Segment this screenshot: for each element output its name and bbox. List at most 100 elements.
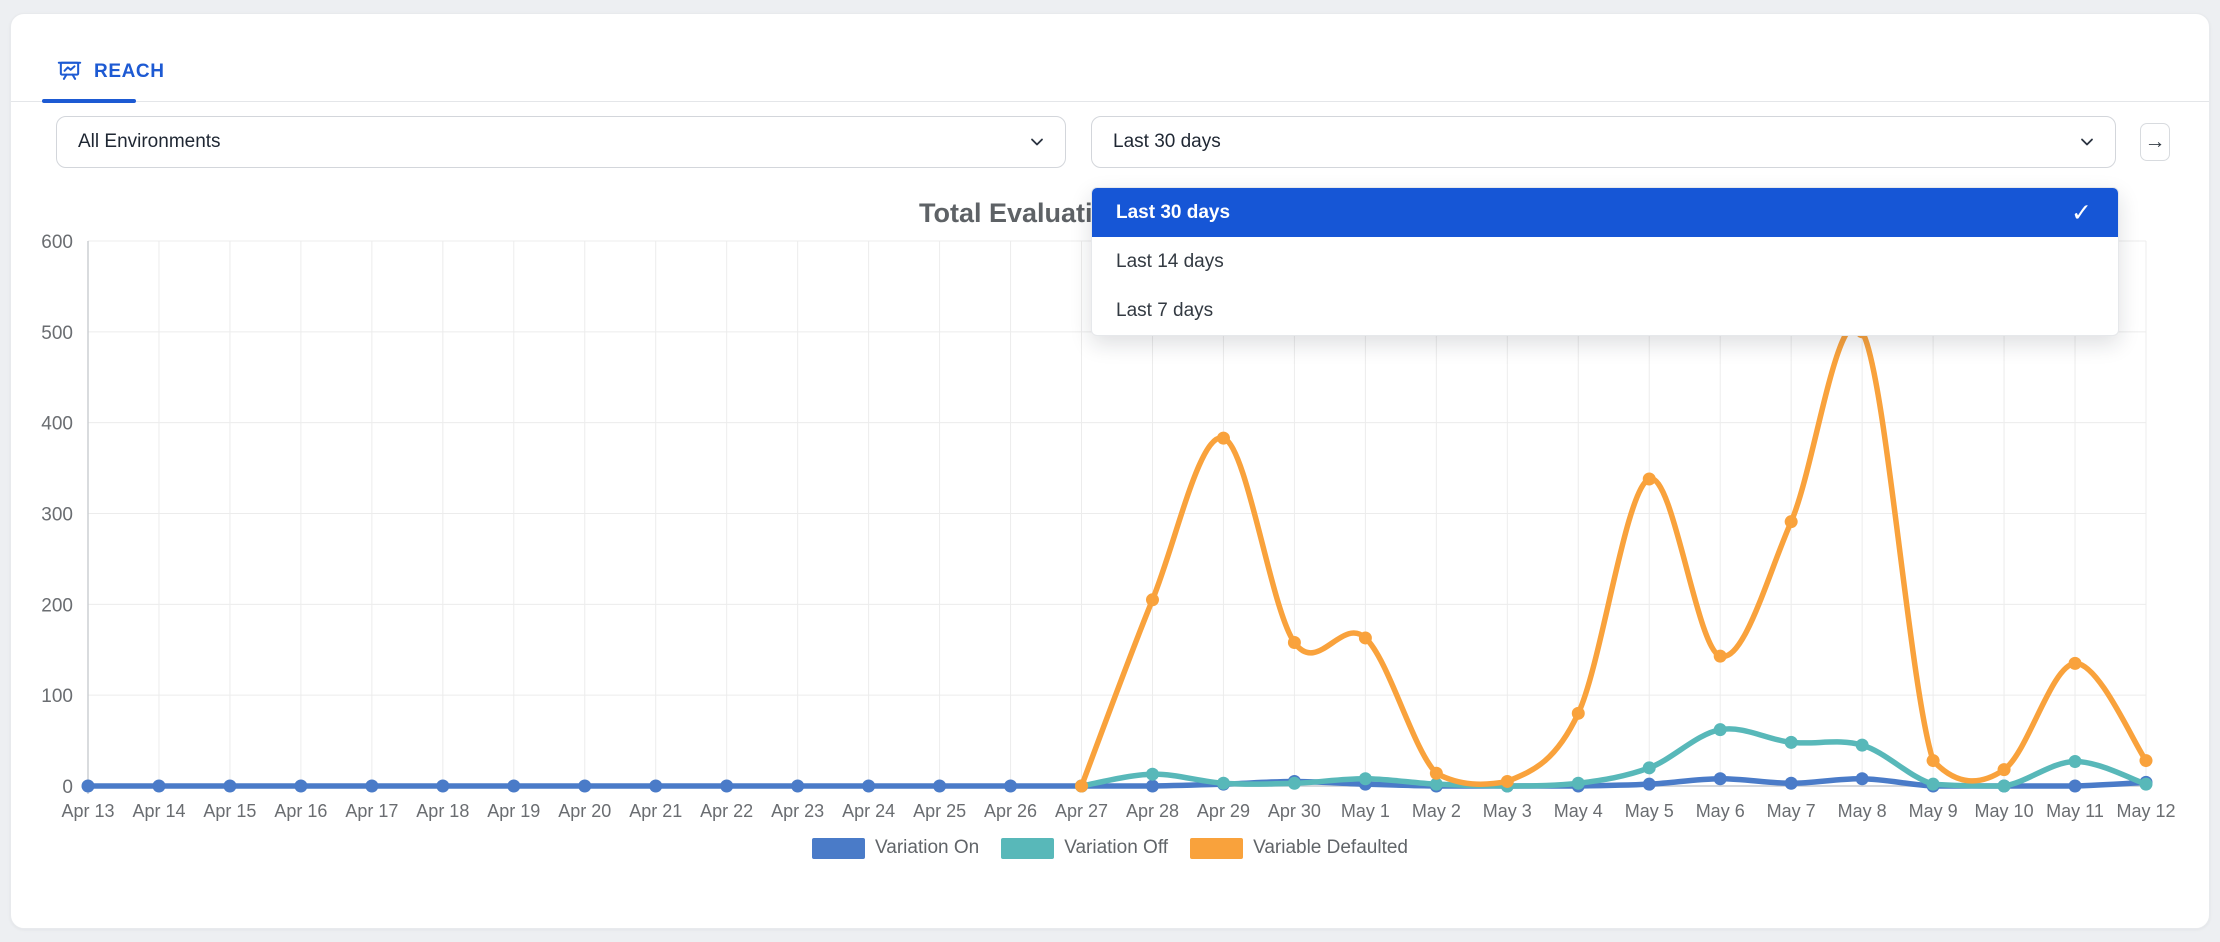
data-point-variation-off [1429, 777, 1443, 791]
svg-text:Apr 30: Apr 30 [1268, 801, 1321, 821]
data-point-variable-defaulted [1642, 472, 1656, 486]
svg-text:400: 400 [41, 414, 73, 435]
legend-swatch [1001, 837, 1055, 859]
svg-text:500: 500 [41, 323, 73, 344]
menu-option-label: Last 14 days [1116, 250, 1224, 272]
svg-text:Apr 24: Apr 24 [842, 801, 895, 821]
data-point-variable-defaulted [1784, 515, 1798, 529]
data-point-variation-off [1145, 767, 1159, 781]
series-variation-on [81, 772, 2153, 793]
legend-swatch [1190, 837, 1244, 859]
data-point-variable-defaulted [1997, 763, 2011, 777]
svg-text:Apr 28: Apr 28 [1126, 801, 1179, 821]
menu-option-label: Last 30 days [1116, 201, 1231, 223]
legend-item-variation-on[interactable]: Variation On [812, 837, 979, 859]
svg-text:Apr 26: Apr 26 [984, 801, 1037, 821]
data-point-variation-off [1216, 776, 1230, 790]
svg-text:May 8: May 8 [1838, 801, 1887, 821]
check-icon: ✓ [2071, 198, 2092, 227]
svg-text:Apr 19: Apr 19 [487, 801, 540, 821]
svg-text:Apr 14: Apr 14 [132, 801, 185, 821]
svg-text:Apr 29: Apr 29 [1197, 801, 1250, 821]
legend-label: Variation Off [1064, 837, 1169, 858]
svg-text:Apr 13: Apr 13 [61, 801, 114, 821]
svg-text:May 6: May 6 [1696, 801, 1745, 821]
presentation-chart-icon [56, 58, 83, 85]
data-point-variation-on [862, 779, 876, 793]
svg-text:0: 0 [62, 777, 73, 798]
data-point-variation-on [649, 779, 663, 793]
data-point-variation-on [81, 779, 95, 793]
data-point-variation-off [1713, 723, 1727, 737]
svg-text:May 2: May 2 [1412, 801, 1461, 821]
chart-legend: Variation On Variation Off Variable Defaul… [11, 837, 2209, 859]
svg-text:Apr 22: Apr 22 [700, 801, 753, 821]
svg-text:Apr 18: Apr 18 [416, 801, 469, 821]
data-point-variable-defaulted [1429, 766, 1443, 780]
data-point-variation-off [1784, 735, 1798, 749]
legend-item-variation-off[interactable]: Variation Off [1001, 837, 1168, 859]
data-point-variation-off [1287, 776, 1301, 790]
data-point-variation-on [1145, 779, 1159, 793]
data-point-variation-off [1642, 761, 1656, 775]
data-point-variable-defaulted [1145, 593, 1159, 607]
arrow-right-icon: → [2144, 130, 2166, 153]
data-point-variation-on [1004, 779, 1018, 793]
data-point-variation-off [2068, 754, 2082, 768]
legend-label: Variation On [875, 837, 980, 858]
data-point-variation-off [1926, 777, 1940, 791]
legend-label: Variable Defaulted [1253, 837, 1408, 858]
svg-text:May 1: May 1 [1341, 801, 1390, 821]
svg-text:600: 600 [41, 232, 73, 253]
svg-text:May 10: May 10 [1975, 801, 2034, 821]
svg-text:Apr 16: Apr 16 [274, 801, 327, 821]
svg-text:Apr 25: Apr 25 [913, 801, 966, 821]
svg-text:Apr 17: Apr 17 [345, 801, 398, 821]
data-point-variable-defaulted [1926, 754, 1940, 768]
environment-select[interactable]: All Environments [56, 116, 1066, 168]
data-point-variation-on [1855, 772, 1869, 786]
data-point-variation-off [1997, 779, 2011, 793]
data-point-variable-defaulted [1500, 774, 1514, 788]
menu-option-last-7-days[interactable]: Last 7 days [1092, 286, 2118, 335]
data-point-variation-on [507, 779, 521, 793]
svg-text:May 5: May 5 [1625, 801, 1674, 821]
chevron-down-icon [2077, 132, 2097, 152]
menu-option-last-30-days[interactable]: Last 30 days ✓ [1092, 188, 2118, 237]
date-range-select[interactable]: Last 30 days [1091, 116, 2116, 168]
data-point-variable-defaulted [1358, 631, 1372, 645]
tab-reach-label: REACH [94, 60, 165, 82]
svg-text:Apr 27: Apr 27 [1055, 801, 1108, 821]
data-point-variable-defaulted [1571, 706, 1585, 720]
svg-text:100: 100 [41, 686, 73, 707]
apply-filters-button[interactable]: → [2140, 123, 2170, 161]
tab-reach[interactable]: REACH [56, 58, 165, 85]
data-point-variation-on [223, 779, 237, 793]
data-point-variable-defaulted [2139, 754, 2153, 768]
svg-text:300: 300 [41, 505, 73, 526]
reach-panel: REACH All Environments Last 30 days → La… [10, 13, 2210, 929]
legend-item-variable-defaulted[interactable]: Variable Defaulted [1190, 837, 1408, 859]
data-point-variable-defaulted [1287, 635, 1301, 649]
data-point-variation-on [365, 779, 379, 793]
data-point-variation-on [791, 779, 805, 793]
data-point-variation-on [1713, 772, 1727, 786]
environment-select-value: All Environments [78, 131, 221, 152]
svg-text:Apr 15: Apr 15 [203, 801, 256, 821]
svg-text:Apr 21: Apr 21 [629, 801, 682, 821]
menu-option-last-14-days[interactable]: Last 14 days [1092, 237, 2118, 286]
series-variation-off [1075, 723, 2153, 793]
svg-text:May 4: May 4 [1554, 801, 1603, 821]
svg-text:May 7: May 7 [1767, 801, 1816, 821]
tab-bar: REACH [11, 14, 2209, 103]
svg-text:May 9: May 9 [1909, 801, 1958, 821]
date-range-menu: Last 30 days ✓ Last 14 days Last 7 days [1091, 187, 2119, 336]
data-point-variation-on [1784, 776, 1798, 790]
data-point-variation-on [1642, 777, 1656, 791]
data-point-variation-on [2068, 779, 2082, 793]
data-point-variation-off [1358, 772, 1372, 786]
chart-axis-labels: 0 100 200 300 400 500 600 Apr 13 Apr 14 Apr 15 Apr… [41, 232, 2175, 821]
data-point-variation-on [152, 779, 166, 793]
data-point-variation-on [933, 779, 947, 793]
svg-text:May 12: May 12 [2116, 801, 2175, 821]
